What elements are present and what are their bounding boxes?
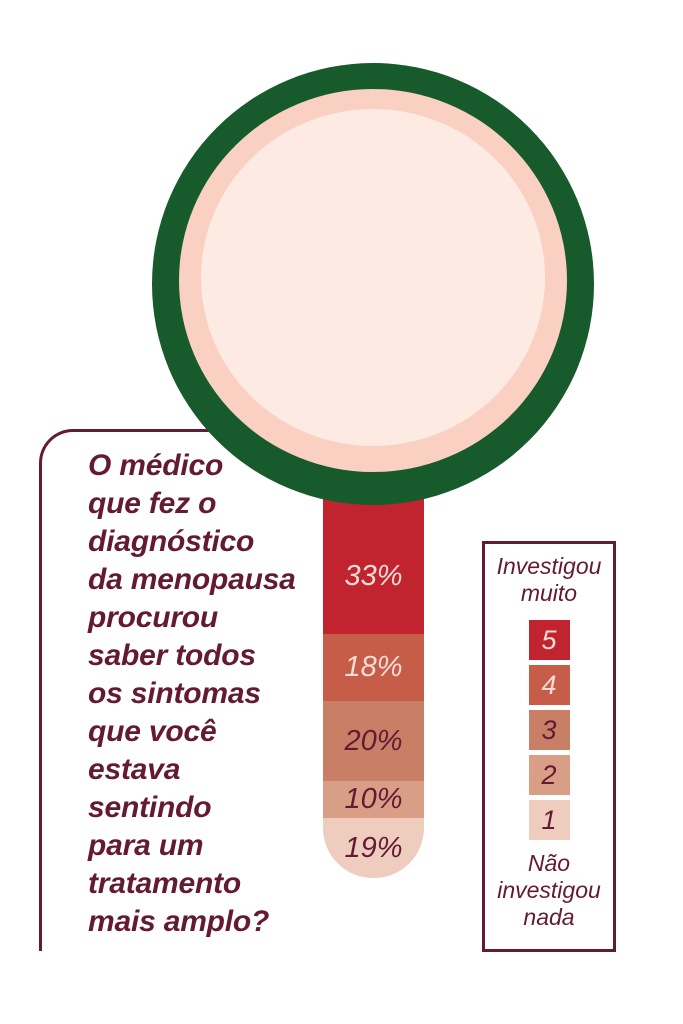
scale-swatch-3: 3 [528, 710, 570, 750]
scale-swatch-4: 4 [528, 665, 570, 705]
bar-value-label: 10% [344, 783, 403, 815]
bar-value-label: 33% [344, 559, 403, 592]
bar-segment-4: 18% [323, 634, 424, 701]
scale-swatch-1: 1 [528, 800, 570, 840]
magnifier-lens-glass [201, 109, 545, 446]
bar-value-label: 18% [344, 651, 403, 683]
scale-swatch-5: 5 [528, 620, 570, 660]
bar-value-label: 20% [344, 724, 403, 757]
scale-swatch-2: 2 [528, 755, 570, 795]
scale-swatch-number: 4 [541, 669, 557, 700]
scale-min-label: Não investigou nada [497, 850, 601, 930]
scale-swatch-number: 5 [541, 624, 557, 655]
bar-segment-3: 20% [323, 701, 424, 781]
scale-max-label: Investigou muito [496, 553, 602, 606]
scale-swatches: 5 4 3 2 1 [528, 620, 570, 840]
magnifier-lens-rim [179, 89, 567, 472]
magnifier-handle-bar-chart: 33% 18% 20% 10% 19% [323, 466, 424, 878]
scale-swatch-number: 2 [541, 759, 557, 790]
bar-segment-2: 10% [323, 781, 424, 818]
scale-legend: Investigou muito 5 4 3 2 1 Não investigo… [482, 541, 616, 952]
scale-swatch-number: 3 [541, 714, 557, 745]
survey-question-text: O médico que fez o diagnóstico da menopa… [88, 449, 296, 938]
magnifier-lens-icon [152, 63, 594, 505]
bar-value-label: 19% [344, 831, 403, 864]
scale-swatch-number: 1 [541, 804, 557, 835]
